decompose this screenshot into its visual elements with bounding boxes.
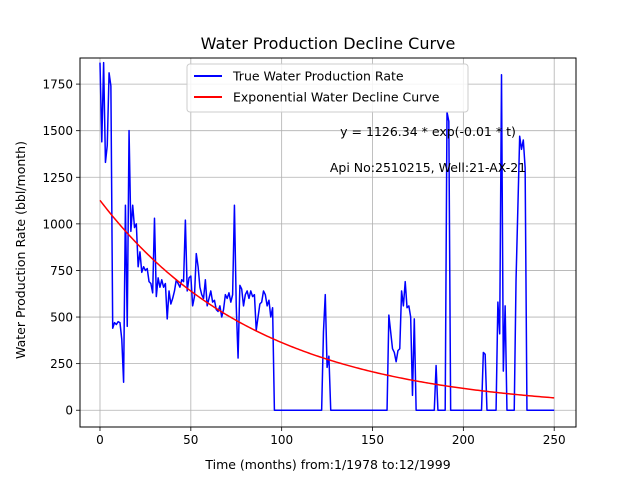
plot-curves [99, 61, 555, 411]
chart-title: Water Production Decline Curve [201, 34, 456, 53]
legend-true-rate-label: True Water Production Rate [232, 69, 404, 84]
y-tick-label: 500 [50, 311, 73, 325]
x-tick-label: 50 [183, 433, 198, 447]
exponential-decline-line [99, 199, 555, 399]
x-tick-label: 200 [452, 433, 475, 447]
legend-box [186, 63, 469, 113]
y-tick-label: 0 [65, 404, 73, 418]
well-annotation: Api No:2510215, Well:21-AX-21 [330, 160, 526, 175]
legend: True Water Production Rate Exponential W… [186, 63, 469, 113]
y-tick-label: 1250 [42, 171, 73, 185]
y-tick-label: 1000 [42, 217, 73, 231]
y-tick-label: 750 [50, 264, 73, 278]
axes-frame [79, 57, 577, 428]
x-tick-label: 0 [96, 433, 104, 447]
y-axis-label: Water Production Rate (bbl/month) [13, 141, 28, 359]
legend-exponential-label: Exponential Water Decline Curve [233, 90, 440, 105]
axis-ticks: 0 50 100 150 200 250 0 250 500 750 1000 1250 1500 175… [42, 78, 565, 447]
x-tick-label: 100 [270, 433, 293, 447]
true-rate-line [99, 61, 555, 411]
x-axis-label: Time (months) from:1/1978 to:12/1999 [204, 457, 450, 472]
x-tick-label: 150 [361, 433, 384, 447]
y-tick-label: 250 [50, 357, 73, 371]
equation-annotation: y = 1126.34 * exp(-0.01 * t) [340, 124, 516, 139]
y-tick-label: 1500 [42, 124, 73, 138]
y-tick-label: 1750 [42, 78, 73, 92]
x-tick-label: 250 [543, 433, 566, 447]
